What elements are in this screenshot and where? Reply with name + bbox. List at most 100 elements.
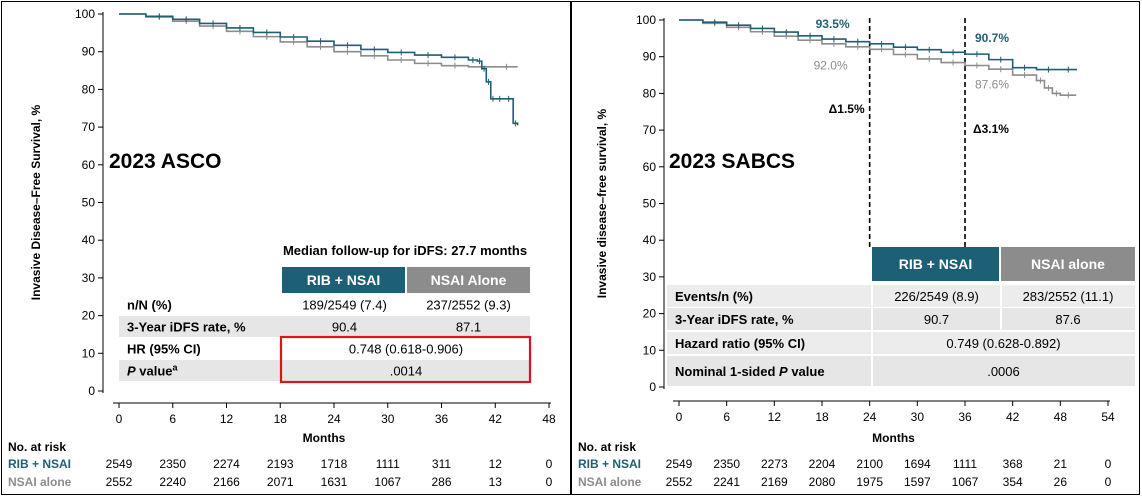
- y-tick-label: 80: [82, 82, 96, 96]
- x-tick-label: 48: [1054, 410, 1068, 424]
- risk-count: 2169: [761, 475, 788, 489]
- table-cell-combined: .0006: [987, 364, 1020, 379]
- y-tick-label: 40: [82, 233, 96, 247]
- table-row-bg: [667, 356, 1135, 386]
- y-tick-label: 60: [82, 158, 96, 172]
- risk-count: 2552: [666, 475, 693, 489]
- km-curve-nsai-alone: [119, 13, 518, 68]
- y-tick-label: 20: [82, 309, 96, 323]
- y-tick-label: 70: [643, 123, 657, 137]
- table-header-rib: [872, 247, 999, 281]
- y-tick-label: 90: [82, 45, 96, 59]
- km-chart-asco: 0 10 20 30 40 50 60 70 80 90 100 0 6 12 18 24 30 36 42 48 Mo…: [8, 7, 556, 489]
- risk-count: 0: [546, 457, 553, 471]
- y-tick-label: 60: [643, 160, 657, 174]
- risk-count: 311: [432, 457, 451, 471]
- y-tick-label: 0: [649, 380, 656, 394]
- table-cell-combined: 0.748 (0.618-0.906): [349, 342, 463, 357]
- table-cell-nsai: 87.1: [456, 320, 481, 335]
- risk-count: 2071: [267, 475, 294, 489]
- risk-count: 21: [1054, 457, 1068, 471]
- risk-count: 2204: [809, 457, 836, 471]
- row-label-italic: P: [779, 364, 788, 379]
- x-tick-label: 48: [542, 412, 556, 426]
- risk-count: 1718: [321, 457, 348, 471]
- table-row-label: Nominal 1-sided P value: [675, 364, 825, 379]
- risk-table-heading: No. at risk: [578, 440, 636, 454]
- risk-row-label: RIB + NSAI: [578, 457, 641, 471]
- x-axis-title: Months: [303, 431, 346, 445]
- table-row-label: Events/n (%): [675, 289, 753, 304]
- risk-row-label: NSAI alone: [578, 475, 642, 489]
- risk-count: 2552: [106, 475, 133, 489]
- table-row-bg: [667, 332, 1135, 354]
- x-tick-label: 42: [1006, 410, 1020, 424]
- x-tick-label: 36: [435, 412, 449, 426]
- y-tick-label: 100: [636, 13, 656, 27]
- table-row-label: HR (95% CI): [127, 342, 201, 357]
- panel-2023-sabcs: 0 10 20 30 40 50 60 70 80 90 100 0 6 12 18 24 30 36 42 48 54…: [571, 1, 1140, 495]
- x-tick-label: 36: [958, 410, 972, 424]
- table-row-label: 3-Year iDFS rate, %: [127, 320, 246, 335]
- row-label-italic: P: [127, 364, 136, 379]
- panel-label: 2023 ASCO: [109, 150, 221, 173]
- risk-count: 2100: [856, 457, 883, 471]
- row-label-text: HR (95% CI): [127, 342, 201, 357]
- row-label-text: 3-Year iDFS rate, %: [675, 312, 794, 327]
- table-cell-nsai: 87.6: [1055, 312, 1080, 327]
- annotation-delta: Δ1.5%: [829, 102, 865, 116]
- table-header-nsai: [1001, 247, 1135, 281]
- y-tick-label: 0: [88, 384, 95, 398]
- km-chart-sabcs: 0 10 20 30 40 50 60 70 80 90 100 0 6 12 18 24 30 36 42 48 54…: [578, 13, 1135, 489]
- x-tick-label: 24: [327, 412, 341, 426]
- table-row-bg: [667, 285, 1135, 307]
- table-cell-rib: 90.4: [332, 320, 357, 335]
- risk-count: 1067: [952, 475, 979, 489]
- y-tick-label: 10: [643, 343, 657, 357]
- risk-count: 2193: [267, 457, 294, 471]
- table-header-label: NSAI Alone: [431, 272, 507, 288]
- table-row-label: n/N (%): [127, 298, 172, 313]
- km-curve-nsai-alone: [679, 19, 1077, 97]
- y-tick-label: 80: [643, 86, 657, 100]
- panel-label: 2023 SABCS: [669, 150, 795, 173]
- x-axis-title: Months: [872, 431, 915, 445]
- annotation-rib: 93.5%: [816, 17, 850, 31]
- risk-row-label: NSAI alone: [8, 475, 72, 489]
- row-label-superscript: a: [173, 363, 179, 373]
- table-row-label: 3-Year iDFS rate, %: [675, 312, 794, 327]
- y-tick-label: 40: [643, 233, 657, 247]
- table-row-bg: [667, 308, 1135, 330]
- risk-count: 1111: [376, 457, 400, 471]
- table-row-label: Hazard ratio (95% CI): [675, 336, 805, 351]
- row-label-tail: value: [788, 364, 825, 379]
- risk-count: 2273: [761, 457, 788, 471]
- risk-count: 2350: [713, 457, 740, 471]
- risk-count: 1597: [904, 475, 931, 489]
- row-label-text: Events/n (%): [675, 289, 753, 304]
- row-label-text: Hazard ratio (95% CI): [675, 336, 805, 351]
- x-tick-label: 42: [489, 412, 503, 426]
- table-row-bg: [119, 316, 530, 337]
- table-header-nsai: [407, 267, 530, 293]
- x-tick-label: 18: [815, 410, 829, 424]
- annotation-delta: Δ3.1%: [973, 122, 1009, 136]
- risk-count: 26: [1054, 475, 1068, 489]
- table-cell-combined: .0014: [390, 364, 423, 379]
- y-tick-label: 50: [82, 196, 96, 210]
- risk-count: 354: [1003, 475, 1023, 489]
- y-axis-title: Invasive Disease–Free Survival, %: [29, 104, 43, 300]
- risk-row-label: RIB + NSAI: [8, 457, 71, 471]
- risk-count: 0: [1105, 475, 1112, 489]
- km-curve-rib-nsai: [119, 13, 519, 126]
- risk-count: 2240: [159, 475, 186, 489]
- table-header-rib: [282, 267, 405, 293]
- risk-count: 1631: [321, 475, 348, 489]
- risk-count: 2549: [106, 457, 133, 471]
- table-header-label: RIB + NSAI: [307, 272, 381, 288]
- highlight-box: [279, 335, 532, 384]
- follow-up-note: Median follow-up for iDFS: 27.7 months: [283, 243, 527, 258]
- y-tick-label: 90: [643, 50, 657, 64]
- x-tick-label: 0: [676, 410, 683, 424]
- y-tick-label: 50: [643, 197, 657, 211]
